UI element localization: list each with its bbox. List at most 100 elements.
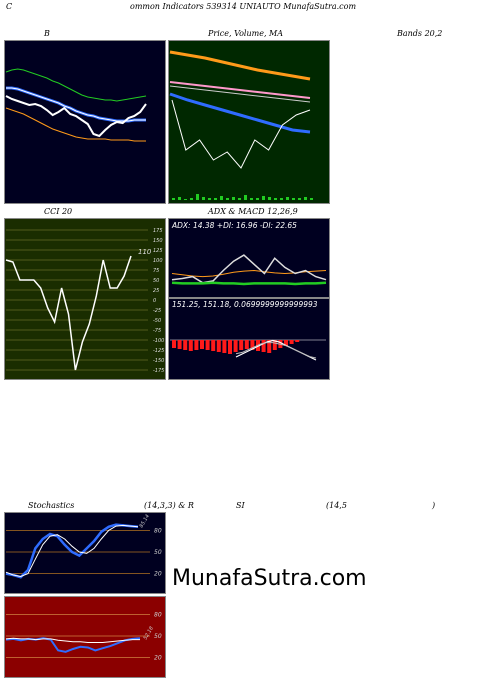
- header-title: ommon Indicators 539314 UNIAUTO MunafaSu…: [130, 2, 357, 11]
- bollinger-lower-band: [5, 107, 146, 142]
- volume-bar: [298, 198, 301, 200]
- volume-bar: [310, 198, 313, 200]
- title-rsi-close: ): [432, 501, 436, 510]
- header-c: C: [6, 2, 13, 11]
- macd-hist-bar: [211, 340, 216, 351]
- title-stoch-params: (14,3,3) & R: [144, 501, 194, 510]
- volume-bar: [196, 194, 199, 200]
- macd-hist-bar: [289, 340, 294, 344]
- title-price: Price, Volume, MA: [208, 29, 284, 38]
- rsi-line: [5, 637, 141, 653]
- title-rsi-params: (14,5: [326, 501, 347, 510]
- price-line: [171, 99, 311, 169]
- macd-hist-bar: [188, 340, 193, 351]
- cci-tick-label: -150: [153, 358, 164, 364]
- macd-hist-bar: [183, 340, 188, 350]
- volume-bar: [256, 198, 259, 200]
- cci-tick-label: 50: [153, 278, 159, 284]
- macd-hist-bar: [261, 340, 266, 352]
- cci-panel: [4, 218, 166, 380]
- macd-hist-bar: [295, 340, 300, 342]
- cci-tick-label: -175: [153, 368, 164, 374]
- macd-signal-line: [235, 342, 317, 359]
- macd-hist-bar: [239, 340, 244, 350]
- volume-bar: [286, 197, 289, 200]
- volume-bar: [202, 197, 205, 200]
- cci-tick-label: 175: [153, 228, 163, 234]
- rsi-tick-label: 80: [154, 611, 162, 618]
- macd-panel: [168, 298, 330, 380]
- cci-tick-label: -125: [153, 348, 164, 354]
- bollinger-price-line: [5, 95, 147, 138]
- stoch-d-line: [5, 524, 139, 578]
- macd-hist-bar: [228, 340, 232, 354]
- volume-bar: [262, 196, 265, 200]
- cci-tick-label: -25: [153, 308, 161, 314]
- volume-bar: [178, 197, 181, 200]
- stoch-tick-label: 80: [154, 527, 162, 534]
- macd-hist-bar: [222, 340, 227, 353]
- cci-tick-label: 100: [153, 258, 163, 264]
- adx-di-line: [171, 254, 327, 284]
- price-ma-orange: [169, 50, 311, 81]
- volume-bar: [280, 198, 283, 200]
- title-si: SI: [236, 501, 245, 510]
- volume-bar: [268, 197, 271, 200]
- cci-last-label: 110: [138, 248, 152, 256]
- cci-tick-label: 150: [153, 238, 163, 244]
- title-b: B: [44, 29, 50, 38]
- title-stoch: Stochastics: [28, 501, 75, 510]
- title-cci: CCI 20: [44, 207, 73, 216]
- macd-hist-bar: [172, 340, 176, 348]
- volume-bar: [292, 198, 295, 200]
- title-adx-macd: ADX & MACD 12,26,9: [208, 207, 298, 216]
- volume-bar: [172, 198, 175, 200]
- volume-bar: [208, 198, 211, 200]
- volume-bar: [214, 198, 217, 200]
- macd-hist-bar: [250, 340, 255, 350]
- cci-tick-label: 75: [153, 268, 159, 274]
- stoch-tick-label: 50: [154, 549, 162, 556]
- price-ma-blue: [169, 92, 311, 134]
- bollinger-upper-band: [5, 68, 147, 102]
- volume-bar: [238, 198, 241, 200]
- rsi-tick-label: 50: [154, 633, 162, 640]
- volume-bar: [244, 195, 247, 200]
- price-ma-grey: [169, 85, 311, 103]
- macd-hist-bar: [200, 340, 204, 349]
- macd-hist-bar: [205, 340, 210, 350]
- volume-bar: [232, 197, 235, 200]
- rsi-panel: [4, 596, 166, 678]
- macd-hist-bar: [244, 340, 249, 349]
- macd-hist-bar: [194, 340, 199, 350]
- cci-line: [5, 255, 132, 371]
- rsi-tick-label: 20: [154, 655, 162, 662]
- macd-hist-bar: [233, 340, 238, 352]
- rsi-ma-line: [5, 637, 140, 643]
- stoch-last-label: 85.14: [139, 514, 151, 529]
- cci-tick-label: 0: [153, 298, 156, 304]
- macd-hist-bar: [216, 340, 221, 352]
- cci-tick-label: -75: [153, 328, 161, 334]
- price-ma-pink: [169, 81, 311, 99]
- macd-label: 151.25, 151.18, 0.0699999999999993: [172, 300, 318, 309]
- volume-bar: [190, 198, 193, 200]
- volume-bar: [304, 197, 307, 200]
- stoch-tick-label: 20: [154, 571, 162, 578]
- macd-hist-bar: [267, 340, 272, 353]
- macd-hist-bar: [177, 340, 182, 349]
- cci-tick-label: -50: [153, 318, 161, 324]
- macd-hist-bar: [272, 340, 277, 350]
- cci-tick-label: 125: [153, 248, 163, 254]
- macd-hist-bar: [284, 340, 288, 346]
- cci-tick-label: 25: [153, 288, 159, 294]
- volume-bar: [226, 198, 229, 200]
- watermark: MunafaSutra.com: [172, 566, 367, 591]
- volume-bar: [250, 198, 253, 200]
- volume-bar: [220, 196, 223, 200]
- volume-bar: [184, 199, 187, 200]
- adx-green-line: [171, 281, 327, 286]
- adx-label: ADX: 14.38 +DI: 16.96 -DI: 22.65: [171, 221, 297, 230]
- bollinger-middle-inner: [6, 87, 146, 122]
